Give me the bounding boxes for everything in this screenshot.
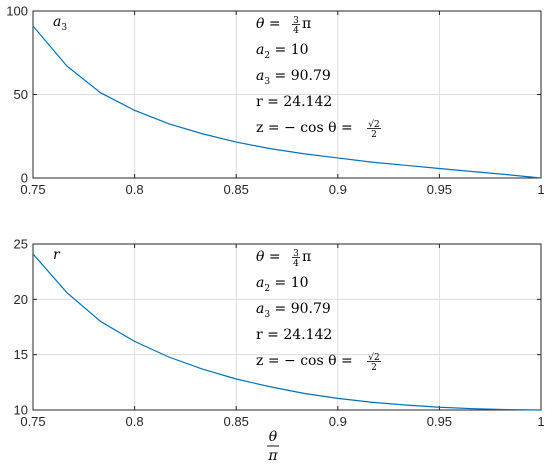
x-tick-label: 1 bbox=[537, 182, 544, 197]
annotation-theta-lhs: θ = bbox=[256, 16, 281, 32]
annotation-theta-num: 3 bbox=[293, 16, 299, 26]
annotation-a3-sub: 3 bbox=[264, 77, 270, 87]
x-axis-label: θπ bbox=[267, 429, 279, 464]
series-label-main: r bbox=[53, 247, 61, 263]
annotation-a2-value: = 10 bbox=[270, 42, 308, 58]
annotation-theta-den: 4 bbox=[293, 259, 299, 269]
x-tick-label: 0.75 bbox=[20, 182, 45, 197]
annotation-theta-lhs: θ = bbox=[256, 249, 281, 265]
annotation-a2-main: a bbox=[256, 275, 264, 291]
y-tick-label: 0 bbox=[21, 171, 28, 186]
axes-box bbox=[32, 243, 542, 411]
series-label: a3 bbox=[53, 14, 67, 33]
x-tick-label: 0.8 bbox=[126, 414, 144, 429]
x-axis-label-num: θ bbox=[269, 429, 278, 445]
y-tick-label: 100 bbox=[6, 4, 28, 19]
annotation-a2-value: = 10 bbox=[270, 275, 308, 291]
annotation-theta: θ = bbox=[256, 16, 281, 32]
annotation-a3-value: = 90.79 bbox=[270, 68, 331, 84]
annotation-a3: a3 = 90.79 bbox=[256, 68, 331, 87]
annotation-a3-main: a bbox=[256, 68, 264, 84]
annotation-theta-pi: π bbox=[302, 249, 311, 265]
y-tick-label: 10 bbox=[14, 403, 28, 418]
annotation-a3-sub: 3 bbox=[264, 310, 270, 320]
x-tick-label: 0.75 bbox=[20, 414, 45, 429]
x-tick-label: 0.85 bbox=[224, 182, 249, 197]
annotation-a2-main: a bbox=[256, 42, 264, 58]
annotation-z-den: 2 bbox=[371, 130, 377, 140]
annotation-a2-sub: 2 bbox=[264, 51, 270, 61]
series-line-r bbox=[32, 253, 542, 411]
series-line-a3 bbox=[32, 25, 542, 179]
y-tick-label: 50 bbox=[14, 87, 28, 102]
x-tick-label: 0.9 bbox=[329, 182, 347, 197]
x-axis-label-den: π bbox=[267, 448, 278, 464]
annotation-a3-value: = 90.79 bbox=[270, 301, 331, 317]
annotation-theta: θ = bbox=[256, 249, 281, 265]
annotation-r: r = 24.142 bbox=[256, 327, 332, 343]
annotation-a2: a2 = 10 bbox=[256, 275, 309, 294]
series-label-sub: 3 bbox=[61, 23, 67, 33]
x-tick-label: 0.9 bbox=[329, 414, 347, 429]
annotation-r: r = 24.142 bbox=[256, 94, 332, 110]
x-tick-label: 0.85 bbox=[224, 414, 249, 429]
x-tick-label: 1 bbox=[537, 414, 544, 429]
series-label: r bbox=[53, 247, 61, 263]
annotation-theta-pi: π bbox=[302, 16, 311, 32]
series-label-main: a bbox=[53, 14, 61, 30]
y-tick-label: 20 bbox=[14, 292, 28, 307]
annotation-a3: a3 = 90.79 bbox=[256, 301, 331, 320]
x-tick-label: 0.8 bbox=[126, 182, 144, 197]
x-tick-label: 0.95 bbox=[427, 182, 452, 197]
y-tick-label: 15 bbox=[14, 347, 28, 362]
annotation-z: z = − cos θ = bbox=[256, 120, 353, 136]
annotation-z: z = − cos θ = bbox=[256, 353, 353, 369]
annotation-z-num: √2 bbox=[368, 352, 379, 363]
y-tick-label: 25 bbox=[14, 237, 28, 252]
x-tick-label: 0.95 bbox=[427, 414, 452, 429]
annotation-z-num: √2 bbox=[368, 119, 379, 130]
annotation-z-den: 2 bbox=[371, 363, 377, 373]
annotation-a2-sub: 2 bbox=[264, 284, 270, 294]
annotation-a2: a2 = 10 bbox=[256, 42, 309, 61]
annotation-theta-den: 4 bbox=[293, 26, 299, 36]
annotation-theta-num: 3 bbox=[293, 249, 299, 259]
annotation-a3-main: a bbox=[256, 301, 264, 317]
